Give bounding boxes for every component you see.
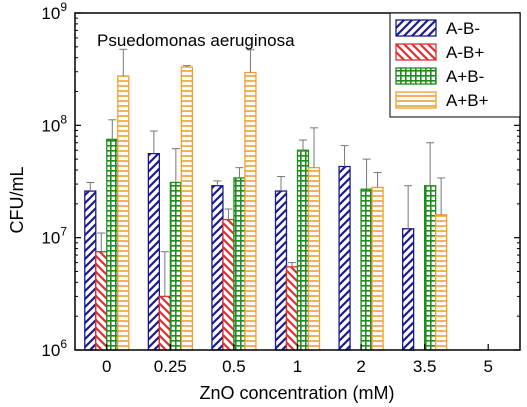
bar-A-B+-0 [95, 251, 108, 351]
x-tick-label: 5 [483, 357, 492, 376]
bar-A+B+-0 [117, 75, 130, 351]
bar-A+B--2 [360, 188, 373, 351]
bar-A-B+-0.5 [222, 218, 235, 351]
x-tick-label: 0.5 [222, 357, 246, 376]
legend: A-B- A-B+ A+B- A+B+ [389, 12, 521, 118]
bar-A+B--0 [106, 138, 119, 351]
x-tick-label: 2 [356, 357, 365, 376]
bar-A+B+-0.25 [180, 66, 194, 351]
x-axis: 0 0.25 0.5 1 2 3.5 5 [102, 344, 493, 376]
bar-A-B+-1 [285, 266, 299, 351]
bar-A+B--0.25 [169, 181, 183, 351]
x-tick-label: 3.5 [413, 357, 437, 376]
bar-A-B+-0.25 [158, 295, 172, 351]
legend-label: A-B- [446, 19, 480, 38]
bar-A+B+-0.5 [244, 71, 257, 351]
legend-label: A+B+ [446, 91, 489, 110]
x-axis-title: ZnO concentration (mM) [199, 383, 394, 403]
bar-A+B+-3.5 [434, 214, 448, 351]
bar-A-B--3.5 [401, 228, 415, 351]
legend-swatch [395, 67, 437, 85]
legend-swatch [395, 91, 437, 109]
legend-swatch [395, 19, 437, 37]
y-axis-title: CFU/mL [7, 167, 27, 234]
chart-annotation: Psuedomonas aeruginosa [97, 31, 295, 50]
bar-A-B--1 [274, 190, 288, 351]
bar-A+B--3.5 [423, 185, 437, 351]
bar-A-B--0.25 [147, 152, 161, 351]
bar-A-B--0.5 [211, 185, 224, 351]
x-tick-label: 0.25 [154, 357, 187, 376]
bar-A+B--1 [296, 149, 310, 351]
bar-A+B+-2 [371, 186, 384, 351]
legend-label: A+B- [446, 67, 484, 86]
bar-A-B--0 [84, 190, 97, 351]
y-tick-label: 106 [41, 337, 67, 360]
legend-label: A-B+ [446, 43, 484, 62]
y-axis: 106 107 108 109 [41, 0, 520, 360]
error-bars-layer [86, 48, 446, 297]
legend-swatch [395, 43, 437, 61]
y-tick-label: 108 [41, 112, 67, 135]
bar-A+B--0.5 [233, 177, 246, 351]
y-tick-label: 107 [41, 225, 67, 248]
x-tick-label: 1 [293, 357, 302, 376]
bar-A-B--2 [338, 165, 351, 351]
y-tick-label: 109 [41, 0, 67, 23]
bar-A+B+-1 [307, 167, 321, 351]
x-tick-label: 0 [102, 357, 111, 376]
